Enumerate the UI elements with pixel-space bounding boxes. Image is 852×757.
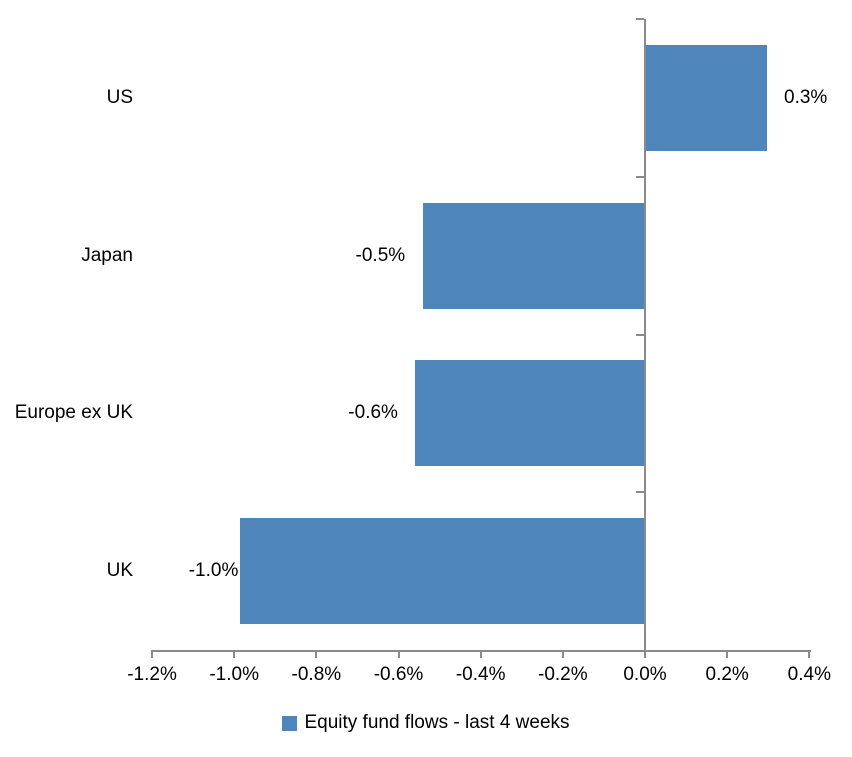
x-tick--0.4pct — [479, 650, 482, 658]
bar-uk — [240, 518, 645, 625]
bar-japan — [423, 202, 645, 309]
value-label-europe-ex-uk: -0.6% — [348, 402, 398, 424]
legend-label: Equity fund flows - last 4 weeks — [304, 712, 570, 733]
legend: Equity fund flows - last 4 weeks — [0, 711, 852, 735]
category-label-japan: Japan — [81, 244, 133, 266]
value-label-japan: -0.5% — [355, 244, 406, 266]
y-tick-2 — [636, 333, 644, 336]
x-tick--1.0pct — [233, 650, 236, 658]
x-tick-0.2pct — [726, 650, 729, 658]
y-tick-1 — [636, 175, 644, 178]
bar-europe-ex-uk — [414, 360, 645, 467]
value-label-us: 0.3% — [784, 86, 828, 108]
x-tick--0.8pct — [315, 650, 318, 658]
y-tick-0 — [636, 18, 644, 20]
x-tick--0.6pct — [397, 650, 400, 658]
x-tick--1.2pct — [151, 650, 154, 658]
x-tick-label-0.2pct: 0.2% — [705, 664, 749, 685]
y-tick-3 — [636, 491, 644, 494]
bar-us — [645, 44, 767, 151]
x-tick-label--0.6pct: -0.6% — [373, 664, 424, 685]
x-tick--0.2pct — [561, 650, 564, 658]
value-label-uk: -1.0% — [188, 560, 239, 582]
category-label-uk: UK — [106, 560, 133, 582]
x-tick-label-0.0pct: 0.0% — [623, 664, 667, 685]
zero-axis-line — [644, 19, 646, 652]
x-tick-label--0.4pct: -0.4% — [455, 664, 506, 685]
x-tick-label--0.8pct: -0.8% — [291, 664, 342, 685]
legend-swatch-icon — [282, 715, 298, 731]
x-tick-label--0.2pct: -0.2% — [538, 664, 588, 685]
category-label-europe-ex-uk: Europe ex UK — [14, 402, 133, 424]
x-tick-label-0.4pct: 0.4% — [787, 664, 831, 685]
x-tick-label--1.0pct: -1.0% — [209, 664, 259, 685]
x-tick-0.4pct — [808, 650, 811, 658]
category-label-us: US — [106, 86, 133, 108]
x-axis-line — [151, 650, 811, 652]
x-tick-0.0pct — [644, 650, 646, 658]
x-tick-label--1.2pct: -1.2% — [127, 664, 177, 685]
